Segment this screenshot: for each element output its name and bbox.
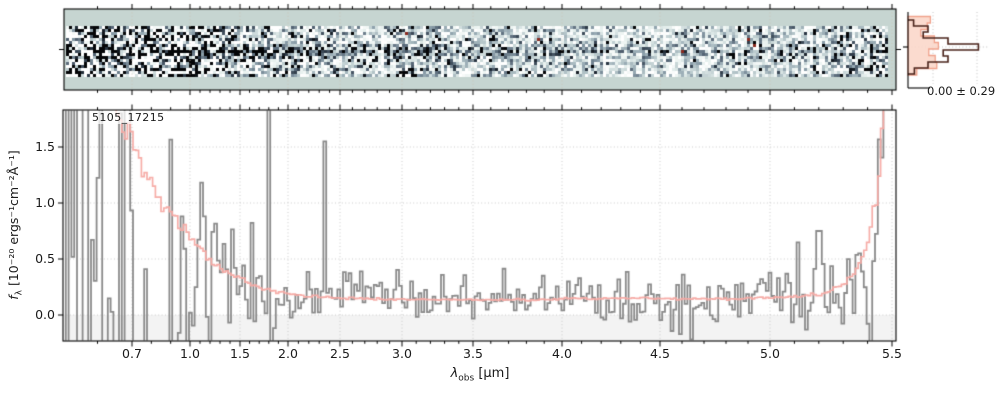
- histogram-stats-label: 0.00 ± 0.29: [927, 84, 996, 98]
- x-tick-label: 2.5: [330, 346, 350, 361]
- y-tick-label: 0.0: [35, 307, 55, 322]
- x-axis-subscript: obs: [458, 373, 475, 384]
- y-axis-symbol: f: [5, 295, 21, 300]
- y-tick-label: 1.5: [35, 139, 55, 154]
- x-tick-label: 1.0: [180, 346, 200, 361]
- object-id-label: 5105_17215: [90, 111, 167, 124]
- residual-histogram-panel: [908, 9, 988, 90]
- x-tick-label: 5.5: [882, 346, 902, 361]
- x-axis-units: [μm]: [474, 366, 510, 381]
- x-axis-label: λobs [μm]: [451, 366, 510, 384]
- y-axis-subscript: λ: [14, 289, 25, 296]
- x-tick-label: 3.5: [463, 346, 483, 361]
- x-tick-label: 2.0: [278, 346, 298, 361]
- spec2d-panel: [64, 9, 896, 90]
- x-tick-label: 4.5: [650, 346, 670, 361]
- y-tick-label: 1.0: [35, 195, 55, 210]
- x-tick-label: 0.7: [122, 346, 142, 361]
- x-axis-symbol: λ: [450, 366, 459, 381]
- y-tick-label: 0.5: [35, 251, 55, 266]
- x-tick-label: 3.0: [392, 346, 412, 361]
- y-axis-units: [10⁻²⁰ ergs⁻¹cm⁻²Å⁻¹]: [5, 150, 21, 290]
- x-tick-label: 1.5: [230, 346, 250, 361]
- spec1d-panel: [63, 110, 896, 341]
- x-tick-label: 5.0: [760, 346, 780, 361]
- x-tick-label: 4.0: [552, 346, 572, 361]
- y-axis-label: fλ [10⁻²⁰ ergs⁻¹cm⁻²Å⁻¹]: [6, 150, 25, 299]
